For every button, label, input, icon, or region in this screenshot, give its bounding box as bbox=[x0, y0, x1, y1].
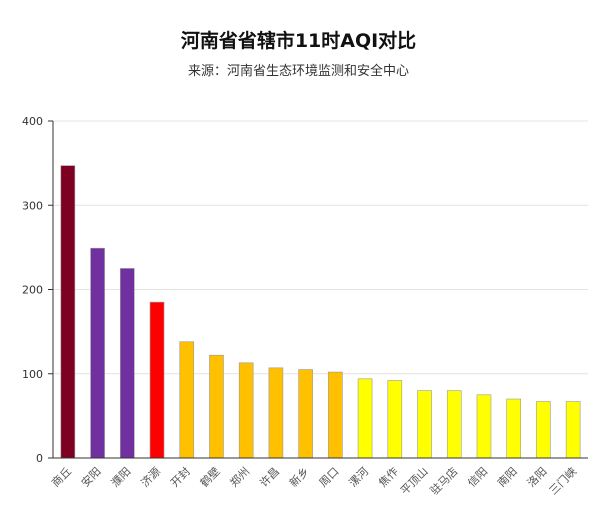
bar bbox=[506, 398, 521, 459]
y-tick-label: 300 bbox=[22, 199, 43, 212]
y-tick-label: 0 bbox=[36, 452, 43, 465]
x-tick-label: 鹤壁 bbox=[197, 464, 222, 489]
x-tick-label: 济源 bbox=[138, 464, 163, 489]
bar bbox=[90, 247, 105, 459]
bar bbox=[209, 354, 224, 459]
x-tick-label: 洛阳 bbox=[524, 464, 549, 489]
x-tick-label: 开封 bbox=[167, 464, 192, 489]
bar bbox=[328, 371, 343, 459]
bar bbox=[149, 301, 165, 459]
y-tick-label: 100 bbox=[22, 368, 43, 381]
bar bbox=[565, 401, 581, 459]
x-tick-label: 许昌 bbox=[257, 465, 282, 490]
x-tick-label: 平顶山 bbox=[398, 465, 431, 498]
y-tick-label: 400 bbox=[22, 115, 43, 128]
bar bbox=[120, 268, 135, 459]
chart-subtitle: 来源：河南省生态环境监测和安全中心 bbox=[187, 64, 409, 79]
bar bbox=[417, 390, 432, 459]
bar bbox=[387, 380, 403, 459]
x-tick-label: 驻马店 bbox=[427, 464, 460, 497]
x-tick-label: 安阳 bbox=[78, 464, 103, 489]
chart-title: 河南省省辖市11时AQI对比 bbox=[180, 30, 417, 52]
bar bbox=[238, 362, 254, 459]
bar bbox=[60, 165, 76, 459]
x-tick-label: 信阳 bbox=[465, 465, 490, 490]
y-axis-ticks: 0 100 200 300 400 bbox=[22, 115, 43, 465]
bar bbox=[179, 341, 195, 459]
x-tick-label: 周口 bbox=[317, 465, 342, 490]
x-tick-label: 商丘 bbox=[49, 464, 74, 489]
x-tick-label: 濮阳 bbox=[108, 464, 133, 489]
grid-lines bbox=[48, 120, 588, 459]
bar bbox=[357, 378, 373, 459]
bar bbox=[536, 401, 551, 459]
y-tick-label: 200 bbox=[22, 284, 43, 297]
bar bbox=[476, 394, 492, 459]
x-tick-label: 漯河 bbox=[346, 465, 371, 490]
bars bbox=[60, 165, 581, 459]
x-tick-label: 南阳 bbox=[495, 465, 520, 490]
x-tick-label: 三门峡 bbox=[546, 464, 579, 497]
bar bbox=[446, 390, 462, 459]
x-tick-label: 郑州 bbox=[227, 464, 252, 489]
x-tick-label: 新乡 bbox=[286, 464, 311, 489]
bar bbox=[298, 369, 313, 459]
bar bbox=[268, 367, 284, 459]
x-tick-label: 焦作 bbox=[376, 465, 401, 490]
